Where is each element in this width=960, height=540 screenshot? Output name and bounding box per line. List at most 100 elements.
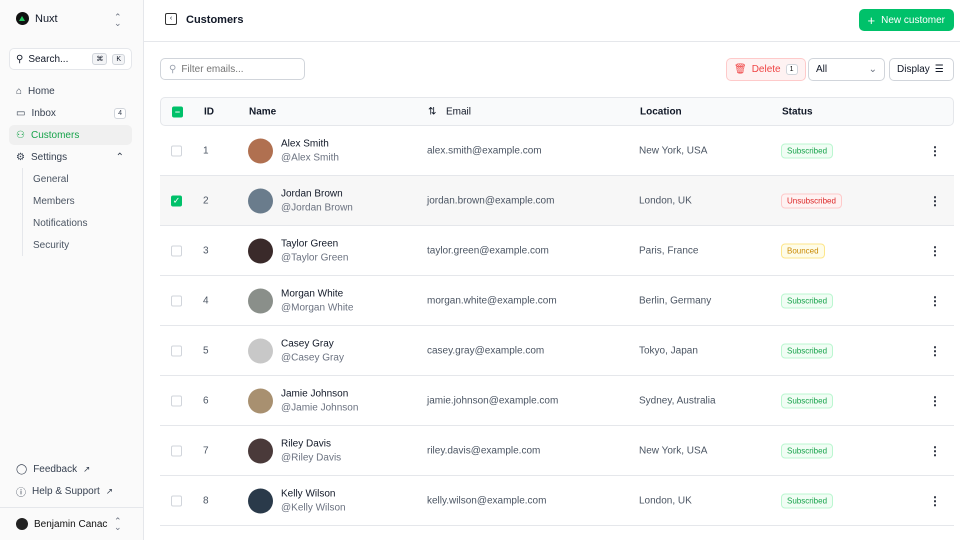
cell-id: 7 (203, 445, 209, 456)
delete-count: 1 (785, 64, 798, 75)
delete-button[interactable]: 🗑 Delete 1 (726, 58, 806, 81)
cell-id: 6 (203, 395, 209, 406)
table-row[interactable]: 8 Kelly Wilson @Kelly Wilson kelly.wilson… (160, 476, 954, 526)
table-row[interactable]: 1 Alex Smith @Alex Smith alex.smith@examp… (160, 126, 954, 176)
cell-location: Berlin, Germany (639, 295, 712, 306)
row-actions-icon[interactable]: ⋮ (929, 143, 941, 158)
filter-emails-input[interactable] (181, 63, 292, 75)
cell-email: casey.gray@example.com (427, 345, 545, 356)
help-link[interactable]: ⓘ Help & Support ↗ (9, 481, 132, 501)
customer-username: @Kelly Wilson (281, 502, 346, 513)
cell-name: Jordan Brown @Jordan Brown (281, 188, 353, 213)
table-row[interactable]: 4 Morgan White @Morgan White morgan.white… (160, 276, 954, 326)
cell-email: taylor.green@example.com (427, 245, 549, 256)
header-id: ID (204, 106, 214, 117)
table-row[interactable]: ✓ 2 Jordan Brown @Jordan Brown jordan.bro… (160, 176, 954, 226)
row-actions-icon[interactable]: ⋮ (929, 443, 941, 458)
table-row[interactable]: 3 Taylor Green @Taylor Green taylor.green… (160, 226, 954, 276)
sidebar-item-label: Home (28, 85, 55, 97)
row-actions-icon[interactable]: ⋮ (929, 243, 941, 258)
sidebar-item-settings[interactable]: ⚙ Settings ⌃ (9, 147, 132, 167)
row-checkbox[interactable] (171, 395, 182, 406)
sidebar-collapse-icon[interactable]: ‹ (165, 13, 177, 25)
cell-location: New York, USA (639, 145, 708, 156)
cell-email: alex.smith@example.com (427, 145, 542, 156)
user-menu[interactable]: Benjamin Canac (9, 514, 132, 534)
status-badge: Unsubscribed (781, 193, 842, 208)
select-all-checkbox[interactable]: – (172, 106, 183, 117)
cell-id: 1 (203, 145, 209, 156)
sort-icon[interactable]: ⇅ (428, 106, 437, 117)
row-checkbox[interactable] (171, 245, 182, 256)
cell-location: Paris, France (639, 245, 699, 256)
table-row[interactable]: 7 Riley Davis @Riley Davis riley.davis@ex… (160, 426, 954, 476)
sidebar: Nuxt ⌃ ⌄ ⚲ Search... ⌘ K ⌂ Home ▭ Inbox 4 ⚇ Cust… (0, 0, 144, 540)
chevron-up-down-icon[interactable]: ⌃ ⌄ (114, 516, 122, 532)
info-icon: ⓘ (16, 487, 26, 499)
customer-name: Riley Davis (281, 438, 332, 449)
submenu-line (22, 168, 23, 256)
inbox-icon: ▭ (16, 107, 26, 119)
search-button[interactable]: ⚲ Search... ⌘ K (9, 48, 132, 70)
sidebar-item-label: Inbox (31, 107, 56, 119)
customer-username: @Morgan White (281, 302, 354, 313)
cell-email: jamie.johnson@example.com (427, 395, 559, 406)
avatar (248, 488, 273, 513)
cell-location: London, UK (639, 495, 692, 506)
header-email[interactable]: Email (446, 106, 472, 117)
page-title: Customers (186, 14, 244, 26)
row-checkbox[interactable]: ✓ (171, 195, 182, 206)
sidebar-item-notifications[interactable]: Notifications (33, 218, 88, 229)
row-actions-icon[interactable]: ⋮ (929, 343, 941, 358)
search-label: Search... (28, 53, 69, 65)
customer-username: @Alex Smith (281, 152, 339, 163)
row-actions-icon[interactable]: ⋮ (929, 393, 941, 408)
sidebar-item-general[interactable]: General (33, 174, 69, 185)
customer-username: @Jordan Brown (281, 202, 353, 213)
topbar: ‹ Customers + New customer (144, 0, 960, 42)
search-icon: ⚲ (169, 63, 177, 75)
status-badge: Subscribed (781, 293, 834, 308)
table-row[interactable]: 6 Jamie Johnson @Jamie Johnson jamie.john… (160, 376, 954, 426)
display-button[interactable]: Display ☰ (889, 58, 954, 81)
customer-username: @Casey Gray (281, 352, 344, 363)
cell-name: Kelly Wilson @Kelly Wilson (281, 488, 346, 513)
customer-name: Jordan Brown (281, 188, 343, 199)
sidebar-item-inbox[interactable]: ▭ Inbox 4 (9, 103, 132, 123)
sidebar-item-members[interactable]: Members (33, 196, 75, 207)
status-badge: Subscribed (781, 343, 834, 358)
delete-label: Delete (751, 64, 781, 75)
status-badge: Bounced (781, 243, 825, 258)
customer-name: Alex Smith (281, 138, 329, 149)
row-checkbox[interactable] (171, 295, 182, 306)
sidebar-item-customers[interactable]: ⚇ Customers (9, 125, 132, 145)
team-switcher[interactable]: Nuxt (16, 12, 58, 25)
table-row[interactable]: 5 Casey Gray @Casey Gray casey.gray@examp… (160, 326, 954, 376)
row-actions-icon[interactable]: ⋮ (929, 193, 941, 208)
row-checkbox[interactable] (171, 445, 182, 456)
status-badge: Subscribed (781, 393, 834, 408)
feedback-link[interactable]: ◯ Feedback ↗ (9, 459, 132, 479)
filter-emails[interactable]: ⚲ (160, 58, 305, 80)
chat-icon: ◯ (16, 463, 28, 475)
row-actions-icon[interactable]: ⋮ (929, 293, 941, 308)
sidebar-item-label: Settings (30, 151, 68, 163)
new-customer-button[interactable]: + New customer (858, 9, 954, 31)
row-checkbox[interactable] (171, 345, 182, 356)
team-name: Nuxt (35, 12, 58, 25)
row-checkbox[interactable] (171, 145, 182, 156)
avatar (248, 288, 273, 313)
status-badge: Subscribed (781, 493, 834, 508)
row-checkbox[interactable] (171, 495, 182, 506)
sidebar-item-home[interactable]: ⌂ Home (9, 81, 132, 101)
users-icon: ⚇ (16, 129, 25, 141)
status-filter-select[interactable]: All ⌄ (808, 58, 885, 81)
sidebar-item-security[interactable]: Security (33, 240, 70, 251)
plus-icon: + (867, 12, 876, 28)
inbox-badge: 4 (114, 107, 126, 119)
chevron-up-down-icon[interactable]: ⌃ ⌄ (114, 12, 122, 28)
avatar (248, 388, 273, 413)
cell-id: 3 (203, 245, 209, 256)
feedback-label: Feedback (33, 463, 78, 475)
row-actions-icon[interactable]: ⋮ (929, 493, 941, 508)
